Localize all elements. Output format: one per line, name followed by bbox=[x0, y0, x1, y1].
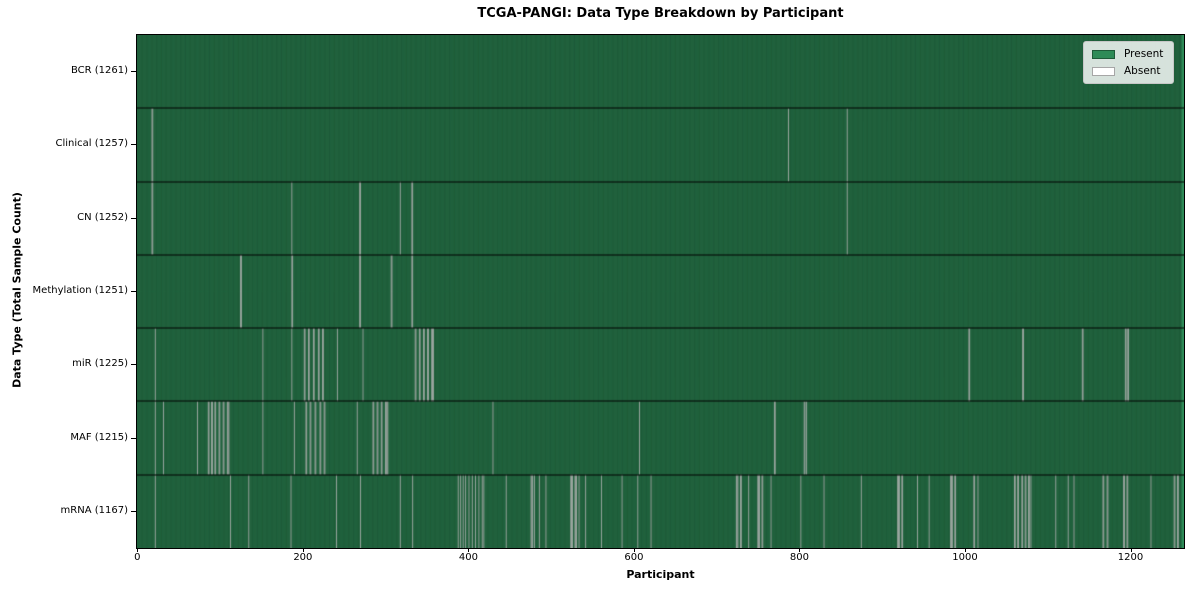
x-tick-label-600: 600 bbox=[624, 552, 644, 563]
legend-entry-absent: Absent bbox=[1092, 65, 1163, 77]
x-tick-label-1000: 1000 bbox=[952, 552, 978, 563]
y-tick-label-mir: miR (1225) bbox=[72, 358, 128, 370]
y-tick-mark bbox=[131, 71, 136, 73]
legend-label-absent: Absent bbox=[1124, 65, 1161, 77]
x-tick-label-0: 0 bbox=[134, 552, 141, 563]
x-tick-mark bbox=[1130, 548, 1132, 552]
y-tick-label-maf: MAF (1215) bbox=[70, 431, 128, 443]
present-swatch-icon bbox=[1092, 49, 1115, 59]
x-tick-label-200: 200 bbox=[293, 552, 313, 563]
x-tick-mark bbox=[964, 548, 966, 552]
y-axis-label: Data Type (Total Sample Count) bbox=[10, 192, 24, 388]
y-tick-mark bbox=[131, 364, 136, 366]
y-tick-label-clinical: Clinical (1257) bbox=[55, 138, 129, 150]
x-tick-mark bbox=[633, 548, 635, 552]
x-tick-mark bbox=[302, 548, 304, 552]
x-tick-label-400: 400 bbox=[458, 552, 478, 563]
y-tick-label-bcr: BCR (1261) bbox=[70, 65, 128, 77]
absent-swatch-icon bbox=[1092, 66, 1115, 76]
heatmap-canvas bbox=[137, 35, 1184, 548]
y-tick-label-mrna: mRNA (1167) bbox=[60, 504, 128, 516]
x-axis-label: Participant bbox=[626, 568, 695, 581]
x-tick-mark bbox=[137, 548, 139, 552]
x-tick-label-800: 800 bbox=[789, 552, 809, 563]
y-tick-label-methylation: Methylation (1251) bbox=[32, 285, 128, 296]
x-tick-label-1200: 1200 bbox=[1117, 552, 1144, 563]
y-tick-mark bbox=[131, 437, 136, 439]
legend-entry-present: Present bbox=[1092, 48, 1163, 60]
y-tick-mark bbox=[131, 510, 136, 512]
legend-label-present: Present bbox=[1124, 48, 1164, 60]
y-tick-mark bbox=[131, 144, 136, 146]
chart-title: TCGA-PANGI: Data Type Breakdown by Parti… bbox=[477, 6, 844, 21]
x-tick-mark bbox=[468, 548, 470, 552]
x-tick-mark bbox=[799, 548, 801, 552]
y-tick-label-cn: CN (1252) bbox=[77, 211, 128, 223]
plot-area bbox=[136, 34, 1185, 549]
legend: Present Absent bbox=[1083, 41, 1175, 84]
y-tick-mark bbox=[131, 291, 136, 292]
y-tick-mark bbox=[131, 217, 136, 219]
